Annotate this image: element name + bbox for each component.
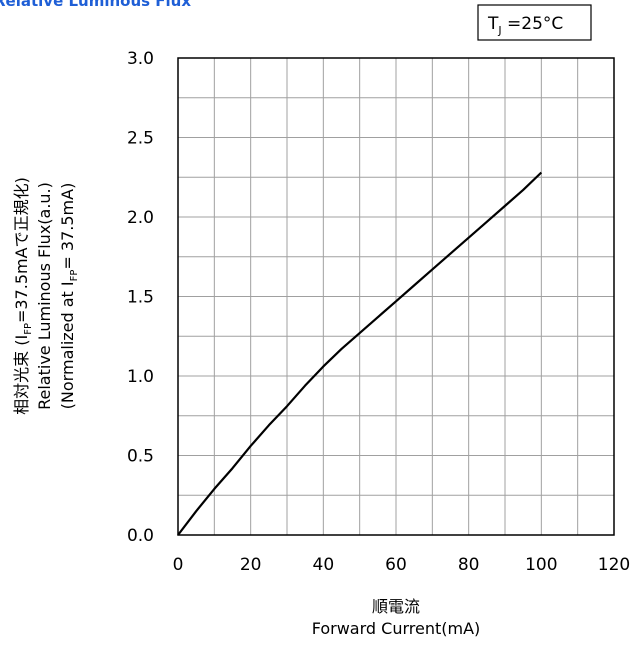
condition-box: TJ =25°C [477, 4, 592, 41]
x-axis-title-en: Forward Current(mA) [312, 619, 481, 638]
y-tick-label: 0.5 [127, 447, 154, 467]
y-axis-title-en: Relative Luminous Flux(a.u.) [35, 182, 54, 410]
x-tick-label: 100 [525, 555, 557, 575]
svg-text:TJ =25°C: TJ =25°C [487, 14, 563, 37]
y-tick-label: 1.0 [127, 367, 154, 387]
y-tick-label: 1.5 [127, 288, 154, 308]
chart-title: Relative Luminous Flux [0, 0, 191, 10]
y-tick-labels: 0.0 0.5 1.0 1.5 2.0 2.5 3.0 [127, 49, 154, 546]
x-tick-label: 80 [458, 555, 480, 575]
y-tick-label: 0.0 [127, 526, 154, 546]
y-tick-label: 3.0 [127, 49, 154, 69]
plot-frame [177, 57, 615, 536]
x-axis-title: 順電流 Forward Current(mA) [312, 597, 481, 638]
x-tick-labels: 0 20 40 60 80 100 120 [173, 555, 631, 575]
x-tick-label: 40 [313, 555, 335, 575]
x-tick-label: 20 [240, 555, 262, 575]
y-axis-title: 相対光束 (IFP=37.5mAで正規化) Relative Luminous … [12, 177, 80, 415]
condition-value: =25°C [502, 14, 564, 34]
x-tick-label: 60 [385, 555, 407, 575]
y-tick-label: 2.5 [127, 129, 154, 149]
x-tick-label: 120 [598, 555, 630, 575]
condition-subscript: J [497, 24, 501, 37]
x-tick-label: 0 [173, 555, 184, 575]
condition-symbol: T [487, 14, 499, 34]
y-axis-title-ja: 相対光束 (IFP=37.5mAで正規化) [12, 177, 34, 415]
series-line-luminous-flux [177, 171, 543, 536]
x-axis-title-ja: 順電流 [372, 597, 420, 616]
y-axis-title-normalized: (Normalized at IFP= 37.5mA) [58, 183, 80, 410]
grid [178, 58, 614, 535]
y-tick-label: 2.0 [127, 208, 154, 228]
